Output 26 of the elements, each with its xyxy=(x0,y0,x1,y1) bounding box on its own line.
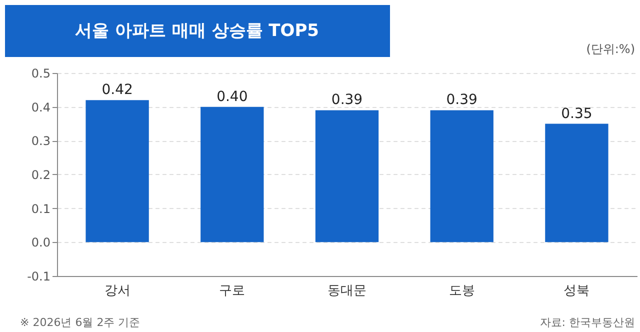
data-label: 0.39 xyxy=(446,92,478,108)
data-label: 0.42 xyxy=(102,82,133,98)
x-tick-label: 구로 xyxy=(219,284,246,298)
y-tick-label: -0.1 xyxy=(27,270,50,284)
chart-title: 서울 아파트 매매 상승률 TOP5 xyxy=(74,21,320,41)
x-tick-label: 성북 xyxy=(564,284,590,298)
data-label: 0.35 xyxy=(561,106,592,122)
bar xyxy=(86,100,149,242)
y-tick-label: 0.1 xyxy=(31,202,50,216)
text: (단위:%) xyxy=(586,42,635,56)
y-tick-label: 0.4 xyxy=(31,100,50,114)
bar xyxy=(200,106,264,242)
y-tick-label: 0.5 xyxy=(31,66,50,80)
text: ※ 2026년 6월 2주 기준 xyxy=(20,316,140,329)
bar xyxy=(430,110,494,242)
x-tick-label: 강서 xyxy=(104,284,130,298)
bar xyxy=(545,124,608,242)
bar xyxy=(315,110,379,242)
y-tick-label: 0.0 xyxy=(31,236,50,250)
data-label: 0.40 xyxy=(216,88,248,105)
y-tick-label: 0.3 xyxy=(31,134,50,148)
x-tick-label: 동대문 xyxy=(328,284,366,298)
data-label: 0.39 xyxy=(331,92,363,108)
x-tick-label: 도봉 xyxy=(448,284,475,298)
text: 자료: 한국부동산원 xyxy=(540,316,635,329)
y-tick-label: 0.2 xyxy=(31,168,50,182)
